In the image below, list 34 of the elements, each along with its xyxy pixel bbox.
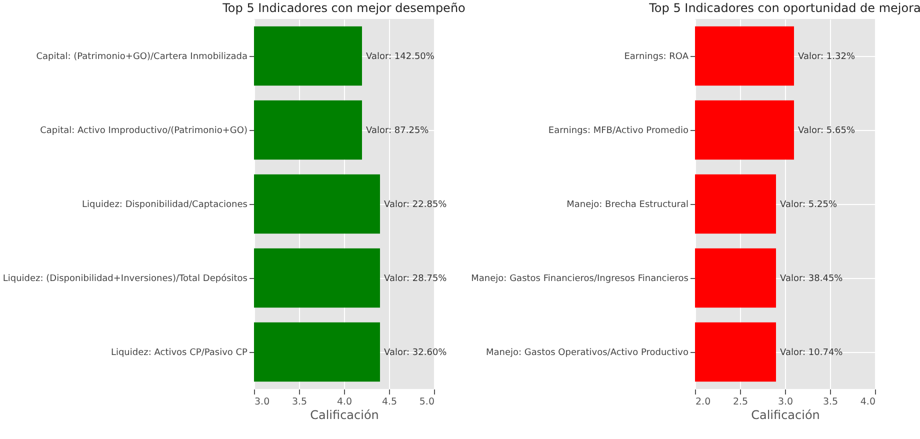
x-tick-label: 3.0: [778, 396, 794, 408]
x-tick-label: 3.5: [292, 396, 308, 408]
annotation: Valor: 10.74%: [780, 348, 844, 358]
annotation: Valor: 142.50%: [366, 52, 435, 62]
y-tick-label: Manejo: Brecha Estructural: [566, 200, 688, 210]
y-tick-label: Liquidez: Disponibilidad/Captaciones: [82, 200, 248, 210]
x-tick-label: 4.0: [860, 396, 876, 408]
y-tick-label: Earnings: ROA: [624, 52, 690, 62]
annotation: Valor: 38.45%: [780, 274, 844, 284]
annotation: Valor: 87.25%: [366, 126, 430, 136]
x-tick-label: 5.0: [419, 396, 434, 408]
y-tick-label: Capital: Activo Improductivo/(Patrimonio+GO): [40, 126, 248, 136]
chart-title: Top 5 Indicadores con oportunidad de mejora: [648, 1, 920, 15]
x-tick-label: 4.5: [382, 396, 398, 408]
annotation: Valor: 5.25%: [780, 200, 838, 210]
annotation: Valor: 22.85%: [384, 200, 448, 210]
y-tick-label: Earnings: MFB/Activo Promedio: [548, 126, 689, 136]
x-axis-title: Calificación: [751, 408, 820, 422]
annotation: Valor: 5.65%: [798, 126, 856, 136]
x-axis-title: Calificación: [310, 408, 379, 422]
x-tick-label: 3.5: [822, 396, 838, 408]
x-tick-label: 4.0: [336, 396, 352, 408]
x-tick-label: 2.5: [732, 396, 748, 408]
x-tick-label: 3.0: [254, 396, 270, 408]
y-tick-label: Manejo: Gastos Operativos/Activo Productivo: [486, 348, 689, 358]
x-tick-label: 2.0: [696, 396, 711, 408]
y-tick-label: Liquidez: Activos CP/Pasivo CP: [110, 348, 248, 358]
annotation: Valor: 1.32%: [798, 52, 856, 62]
y-tick-label: Manejo: Gastos Financieros/Ingresos Financieros: [471, 274, 689, 284]
annotation: Valor: 28.75%: [384, 274, 448, 284]
y-tick-label: Liquidez: (Disponibilidad+Inversiones)/Total Depósitos: [2, 273, 248, 284]
annotation: Valor: 32.60%: [384, 348, 448, 358]
chart-title: Top 5 Indicadores con mejor desempeño: [222, 1, 466, 15]
y-tick-label: Capital: (Patrimonio+GO)/Cartera Inmobilizada: [36, 52, 248, 62]
